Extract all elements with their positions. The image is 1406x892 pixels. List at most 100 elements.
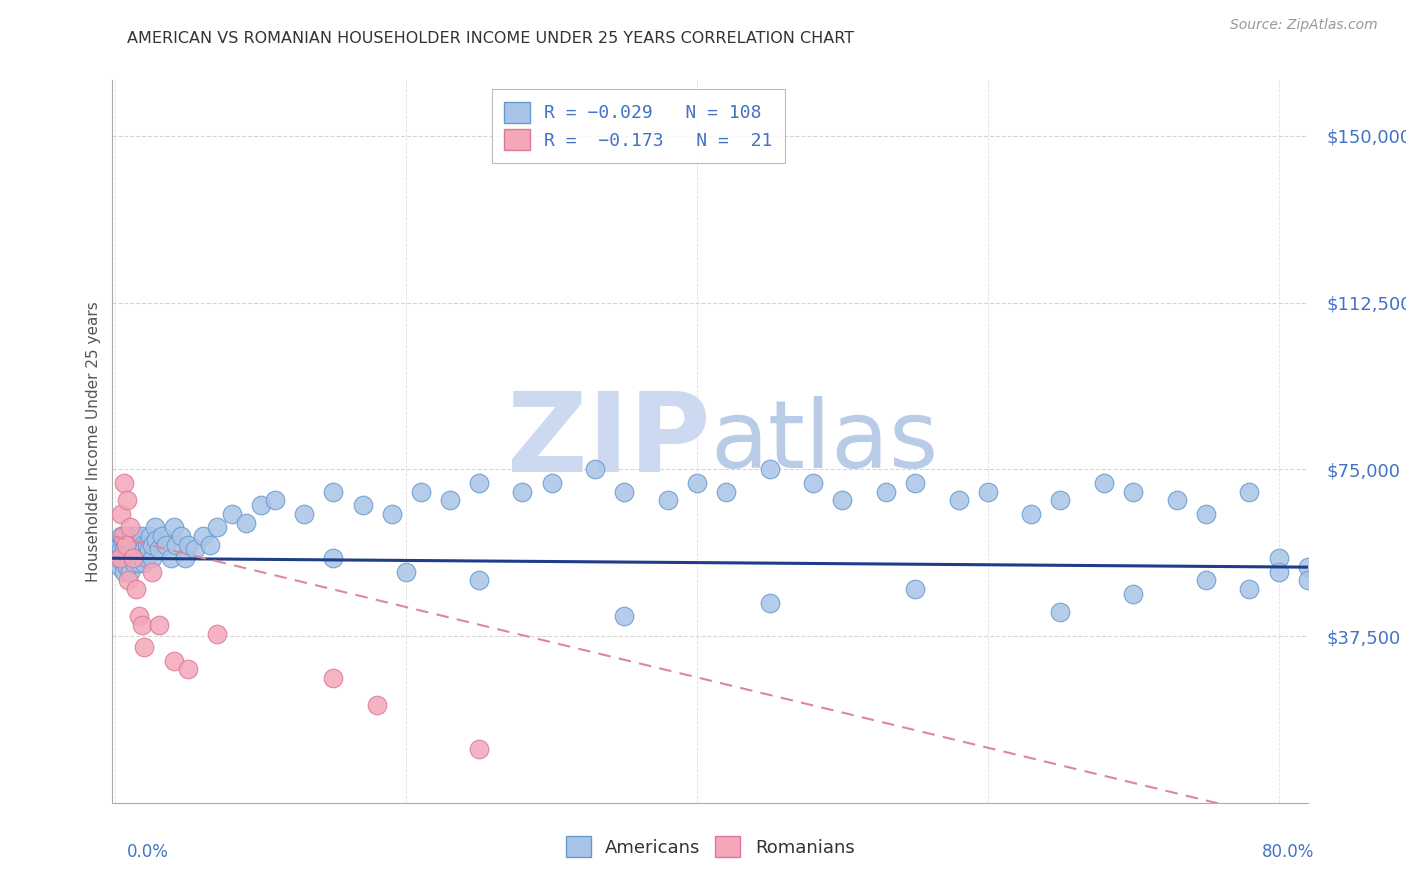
Point (112, 542, 135, 557)
Point (159, 551, 181, 566)
Point (125, 547, 148, 561)
Point (1049, 605, 1071, 619)
Point (145, 533, 167, 548)
Point (155, 538, 177, 552)
Point (468, 742, 491, 756)
Point (221, 507, 243, 521)
Point (381, 507, 404, 521)
Text: 80.0%: 80.0% (1263, 843, 1315, 861)
Point (110, 529, 132, 543)
Point (831, 493, 853, 508)
Point (512, 484, 534, 499)
Point (322, 484, 344, 499)
Point (141, 538, 163, 552)
Point (143, 520, 166, 534)
Point (439, 493, 461, 508)
Point (110, 507, 132, 521)
Point (1122, 484, 1144, 499)
Point (148, 618, 170, 632)
Point (124, 556, 146, 570)
Point (110, 542, 132, 557)
Point (121, 551, 143, 566)
Point (1021, 507, 1043, 521)
Point (1195, 574, 1218, 588)
Point (1267, 551, 1289, 566)
Point (875, 484, 897, 499)
Point (191, 529, 214, 543)
Point (162, 653, 184, 667)
Point (758, 596, 780, 610)
Point (540, 475, 562, 490)
Point (1267, 565, 1289, 579)
Point (177, 538, 200, 552)
Point (1296, 560, 1319, 574)
Point (150, 529, 173, 543)
Point (1296, 574, 1319, 588)
Point (138, 542, 160, 557)
Point (758, 462, 780, 476)
Point (904, 582, 927, 597)
Point (118, 538, 141, 552)
Point (165, 538, 187, 552)
Point (184, 542, 207, 557)
Point (801, 475, 824, 490)
Point (111, 547, 134, 561)
Point (1239, 582, 1261, 597)
Point (107, 551, 129, 566)
Point (1239, 484, 1261, 499)
Point (366, 698, 388, 712)
Point (235, 516, 257, 530)
Point (613, 609, 636, 624)
Point (136, 538, 159, 552)
Point (118, 565, 141, 579)
Point (249, 498, 271, 512)
Point (657, 493, 679, 508)
Point (129, 547, 152, 561)
Point (128, 556, 150, 570)
Point (198, 538, 221, 552)
Point (205, 520, 228, 534)
Point (115, 560, 138, 574)
Point (139, 529, 162, 543)
Point (111, 556, 134, 570)
Point (174, 551, 197, 566)
Point (352, 498, 374, 512)
Point (134, 542, 156, 557)
Point (613, 484, 636, 499)
Point (141, 565, 163, 579)
Text: AMERICAN VS ROMANIAN HOUSEHOLDER INCOME UNDER 25 YEARS CORRELATION CHART: AMERICAN VS ROMANIAN HOUSEHOLDER INCOME … (127, 31, 853, 46)
Point (114, 547, 136, 561)
Point (131, 618, 153, 632)
Point (904, 475, 927, 490)
Point (162, 520, 184, 534)
Point (292, 507, 315, 521)
Point (118, 520, 141, 534)
Point (108, 538, 131, 552)
Point (115, 493, 138, 508)
Text: Source: ZipAtlas.com: Source: ZipAtlas.com (1230, 18, 1378, 32)
Point (121, 551, 143, 566)
Point (409, 484, 432, 499)
Text: ZIP: ZIP (506, 388, 710, 495)
Point (395, 565, 418, 579)
Point (131, 551, 153, 566)
Point (134, 556, 156, 570)
Point (468, 475, 491, 490)
Point (127, 538, 149, 552)
Point (468, 574, 491, 588)
Y-axis label: Householder Income Under 25 years: Householder Income Under 25 years (86, 301, 101, 582)
Point (120, 542, 142, 557)
Point (205, 627, 228, 641)
Point (1049, 493, 1071, 508)
Point (1122, 587, 1144, 601)
Point (118, 551, 141, 566)
Point (141, 551, 163, 566)
Point (114, 538, 136, 552)
Point (112, 551, 135, 566)
Point (112, 475, 135, 490)
Point (583, 462, 606, 476)
Point (686, 475, 709, 490)
Point (148, 542, 170, 557)
Point (117, 574, 139, 588)
Point (1195, 507, 1218, 521)
